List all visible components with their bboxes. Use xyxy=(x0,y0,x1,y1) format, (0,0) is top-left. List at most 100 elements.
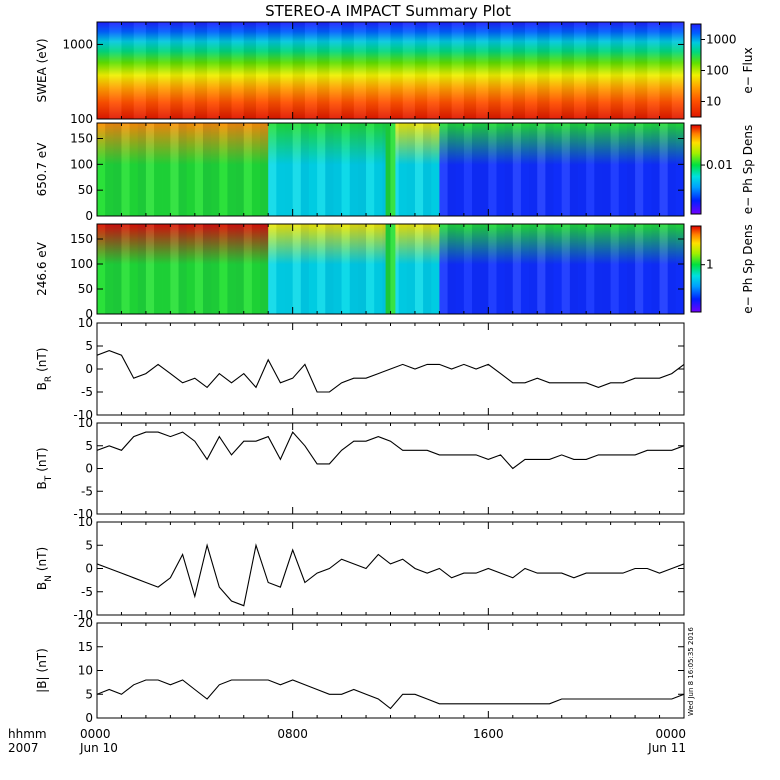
spectrogram-column xyxy=(276,224,285,314)
spectrogram-column xyxy=(427,22,440,119)
spectrogram-column xyxy=(194,224,203,314)
y-tick-label: 20 xyxy=(78,616,93,630)
spectrogram-column xyxy=(635,123,644,216)
spectrogram-column xyxy=(651,224,660,314)
time-axis-prefix-hhmm: hhmm xyxy=(8,727,47,741)
panel-7: 0 5 10 15 20 |B|(nT) xyxy=(35,616,685,725)
spectrogram-column xyxy=(561,123,570,216)
spectrogram-column xyxy=(121,224,130,314)
spectrogram-column xyxy=(251,123,261,216)
spectrogram-column xyxy=(353,22,367,119)
y-tick-label: 5 xyxy=(85,538,93,552)
spectrogram-column xyxy=(398,123,407,216)
spectrogram-column xyxy=(170,224,179,314)
spectrogram-column xyxy=(325,123,334,216)
spectrogram-column xyxy=(659,22,672,119)
spectrogram-column xyxy=(455,224,464,314)
spectrogram-column xyxy=(162,123,171,216)
spectrogram-column xyxy=(349,224,358,314)
y-tick-label: 0 xyxy=(85,307,93,321)
spectrogram-fill xyxy=(97,22,684,119)
spectrogram-column xyxy=(129,123,138,216)
spectrogram-column xyxy=(414,224,424,314)
spectrogram-column xyxy=(268,224,277,314)
y-tick-label: 50 xyxy=(78,183,93,197)
spectrogram-column xyxy=(186,224,195,314)
y-tick-label: 0 xyxy=(85,562,93,576)
y-tick-label: 0 xyxy=(85,209,93,223)
spectrogram-column xyxy=(251,224,261,314)
spectrogram-column xyxy=(292,224,301,314)
heatmap-1 xyxy=(97,22,684,119)
y-tick-label: -10 xyxy=(73,507,93,521)
spectrogram-band xyxy=(97,123,269,216)
spectrogram-column xyxy=(129,224,138,314)
time-axis-prefix-year: 2007 xyxy=(8,741,39,755)
spectrogram-column xyxy=(463,22,477,119)
spectrogram-column xyxy=(227,123,236,216)
spectrogram-column xyxy=(243,22,256,119)
spectrogram-column xyxy=(488,224,497,314)
panel-6: -10 -5 0 5 10 BN(nT) xyxy=(35,515,685,622)
spectrogram-column xyxy=(170,123,179,216)
spectrogram-column xyxy=(578,123,587,216)
spectrogram-column xyxy=(105,224,114,314)
spectrogram-column xyxy=(374,224,383,314)
spectrogram-column xyxy=(447,224,456,314)
spectrogram-column xyxy=(545,224,554,314)
spectrogram-column xyxy=(512,22,526,119)
y-axis-label: BT(nT) xyxy=(35,447,54,489)
y-tick-label: 5 xyxy=(85,687,93,701)
series-line xyxy=(97,350,684,393)
spectrogram-column xyxy=(109,22,122,119)
spectrogram-column xyxy=(390,22,403,119)
spectrogram-column xyxy=(186,123,195,216)
y-tick-label: -10 xyxy=(73,608,93,622)
spectrogram-column xyxy=(366,123,375,216)
spectrogram-column xyxy=(219,224,228,314)
spectrogram-column xyxy=(154,224,163,314)
spectrogram-column xyxy=(325,224,334,314)
spectrogram-column xyxy=(504,123,513,216)
spectrogram-column xyxy=(145,123,155,216)
spectrogram-column xyxy=(594,224,603,314)
spectrogram-column xyxy=(341,22,354,119)
y-tick-label: 10 xyxy=(78,515,93,529)
y-axis-label: BR(nT) xyxy=(35,348,54,391)
spectrogram-column xyxy=(382,224,391,314)
spectrogram-column xyxy=(284,123,293,216)
spectrogram-column xyxy=(529,224,538,314)
spectrogram-column xyxy=(317,123,326,216)
spectrogram-column xyxy=(349,123,358,216)
spectrogram-column xyxy=(500,22,513,119)
spectrogram-column xyxy=(618,123,627,216)
spectrogram-column xyxy=(675,123,684,216)
spectrogram-column xyxy=(97,22,110,119)
spectrogram-column xyxy=(561,224,570,314)
spectrogram-column xyxy=(137,123,146,216)
spectrogram-column xyxy=(145,22,159,119)
colorbar-2 xyxy=(690,124,702,215)
spectrogram-column xyxy=(182,22,195,119)
spectrogram-column xyxy=(553,123,562,216)
spectrogram-column xyxy=(451,22,464,119)
spectrogram-column xyxy=(341,224,350,314)
spectrogram-column xyxy=(598,22,611,119)
spectrogram-column xyxy=(202,123,212,216)
spectrogram-band xyxy=(97,224,269,314)
spectrogram-column xyxy=(569,224,579,314)
spectrogram-column xyxy=(573,22,587,119)
spectrogram-column xyxy=(447,123,456,216)
spectrogram-column xyxy=(97,224,106,314)
spectrogram-column xyxy=(317,22,330,119)
spectrogram-column xyxy=(512,123,521,216)
spectrogram-column xyxy=(292,123,301,216)
spectrogram-column xyxy=(357,224,367,314)
spectrogram-column xyxy=(268,22,281,119)
spectrogram-column xyxy=(586,22,599,119)
colorbar-tick-label: 0.01 xyxy=(706,158,733,172)
y-tick-label: -5 xyxy=(81,484,93,498)
spectrogram-column xyxy=(113,123,122,216)
panel-4: -10 -5 0 5 10 BR(nT) xyxy=(35,316,685,422)
